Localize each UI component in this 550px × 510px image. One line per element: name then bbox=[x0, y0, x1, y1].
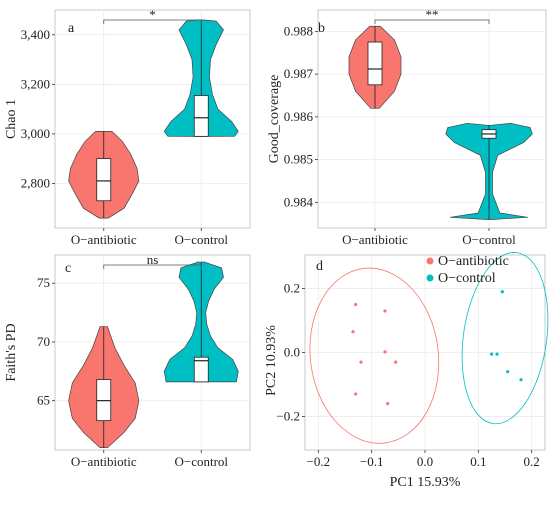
y-tick-label: 3,000 bbox=[21, 126, 50, 141]
x-tick-label: O−antibiotic bbox=[71, 454, 137, 469]
y-tick-label: 0.985 bbox=[284, 152, 313, 167]
y-tick-label: 3,400 bbox=[21, 27, 50, 42]
y-tick-label: 2,800 bbox=[21, 175, 50, 190]
panel-a: 2,800 3,000 3,200 3,400 O−antibiotic O−contro… bbox=[4, 7, 250, 247]
data-point-antibiotic bbox=[383, 350, 386, 353]
data-point-antibiotic bbox=[383, 309, 386, 312]
legend-key-antibiotic bbox=[427, 258, 434, 265]
data-point-antibiotic bbox=[359, 360, 362, 363]
y-tick-label: 0.2 bbox=[284, 281, 300, 296]
significance-label: ns bbox=[147, 252, 159, 267]
significance-label: ** bbox=[426, 7, 439, 22]
box-antibiotic bbox=[97, 159, 111, 201]
panel-letter: d bbox=[316, 259, 323, 274]
y-axis-label: Good_coverage bbox=[267, 75, 282, 164]
panel-letter: c bbox=[65, 261, 71, 276]
y-tick-label: 0.986 bbox=[284, 109, 314, 124]
y-tick-label: 70 bbox=[37, 334, 50, 349]
y-tick-label: 0.988 bbox=[284, 23, 313, 38]
legend-key-control bbox=[427, 275, 434, 282]
y-tick-label: 75 bbox=[37, 275, 50, 290]
panel-letter: b bbox=[318, 21, 325, 36]
y-tick-label: 65 bbox=[37, 393, 50, 408]
data-point-antibiotic bbox=[394, 360, 397, 363]
y-tick-label: 0.987 bbox=[284, 66, 314, 81]
box-control bbox=[194, 95, 208, 136]
x-tick-label: −0.2 bbox=[307, 454, 331, 469]
data-point-antibiotic bbox=[386, 402, 389, 405]
legend-label: O−control bbox=[438, 271, 496, 286]
panel-d: −0.2 −0.1 0.0 0.1 0.2 −0.2 0.0 0.2 O−antibiotic O… bbox=[264, 247, 550, 490]
data-point-control bbox=[506, 370, 509, 373]
x-tick-label: 0.0 bbox=[417, 454, 433, 469]
x-tick-label: 0.1 bbox=[470, 454, 486, 469]
x-tick-label: O−control bbox=[174, 454, 228, 469]
data-point-control bbox=[501, 290, 504, 293]
data-point-antibiotic bbox=[354, 303, 357, 306]
significance-label: * bbox=[149, 7, 156, 22]
y-tick-label: 0.0 bbox=[284, 345, 300, 360]
data-point-control bbox=[519, 378, 522, 381]
data-point-antibiotic bbox=[351, 330, 354, 333]
x-tick-label: O−antibiotic bbox=[342, 232, 408, 247]
x-tick-label: O−control bbox=[462, 232, 516, 247]
x-tick-label: O−control bbox=[174, 232, 228, 247]
plot-area bbox=[318, 10, 546, 228]
y-tick-label: 3,200 bbox=[21, 76, 50, 91]
panel-b: 0.984 0.985 0.986 0.987 0.988 O−antibiotic O−c… bbox=[267, 7, 546, 247]
box-antibiotic bbox=[368, 42, 382, 85]
x-tick-label: O−antibiotic bbox=[71, 232, 137, 247]
y-axis-label: PC2 10.93% bbox=[264, 325, 279, 396]
x-tick-label: −0.1 bbox=[360, 454, 384, 469]
y-axis-label: Chao 1 bbox=[4, 99, 19, 139]
y-axis-label: Faith's PD bbox=[4, 323, 19, 381]
data-point-control bbox=[495, 352, 498, 355]
x-axis-label: PC1 15.93% bbox=[390, 475, 461, 490]
panel-letter: a bbox=[68, 21, 75, 36]
x-tick-label: 0.2 bbox=[524, 454, 540, 469]
y-tick-label: 0.984 bbox=[284, 194, 314, 209]
data-point-antibiotic bbox=[354, 392, 357, 395]
data-point-control bbox=[490, 352, 493, 355]
legend-label: O−antibiotic bbox=[438, 254, 509, 269]
y-tick-label: −0.2 bbox=[276, 408, 300, 423]
panel-c: 65 70 75 O−antibiotic O−control ns c Faith's PD bbox=[4, 252, 250, 469]
